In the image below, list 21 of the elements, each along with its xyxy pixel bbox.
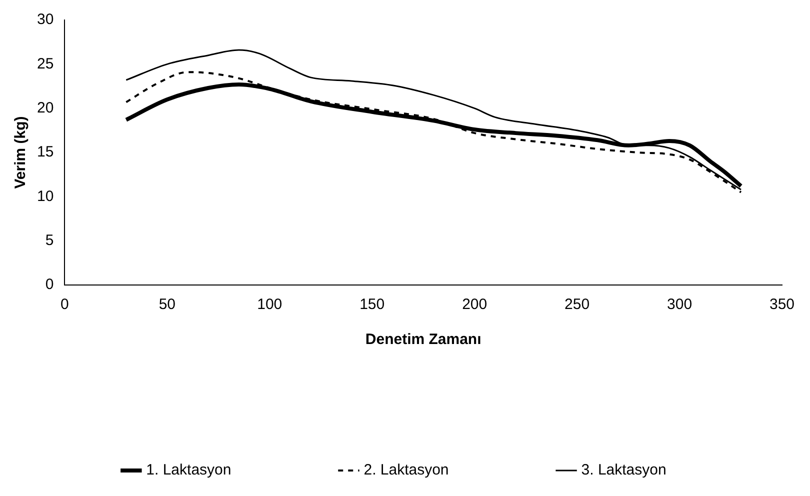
x-tick-label: 0 — [60, 296, 69, 314]
x-tick-label: 350 — [769, 296, 795, 314]
y-tick-label: 20 — [36, 99, 54, 116]
legend-label: 1. Laktasyon — [146, 462, 232, 479]
x-tick-label: 150 — [360, 296, 385, 314]
line-series — [125, 49, 742, 190]
x-axis-title: Denetim Zamanı — [365, 331, 482, 348]
legend-label: 3. Laktasyon — [581, 462, 666, 479]
x-tick-label: 250 — [564, 296, 590, 314]
y-tick-label: 25 — [36, 55, 54, 72]
y-tick-label: 5 — [45, 232, 54, 249]
x-tick-label: 50 — [158, 296, 176, 314]
legend-label: 2. Laktasyon — [364, 462, 449, 479]
y-tick-label: 10 — [36, 188, 54, 205]
x-tick-label: 200 — [462, 296, 488, 314]
x-tick-label: 300 — [667, 296, 692, 314]
y-tick-label: 0 — [45, 276, 54, 294]
x-tick-label: 100 — [257, 296, 282, 314]
y-axis-title: Verim (kg) — [12, 116, 30, 189]
y-tick-label: 15 — [36, 144, 54, 161]
y-tick-label: 30 — [36, 11, 54, 28]
